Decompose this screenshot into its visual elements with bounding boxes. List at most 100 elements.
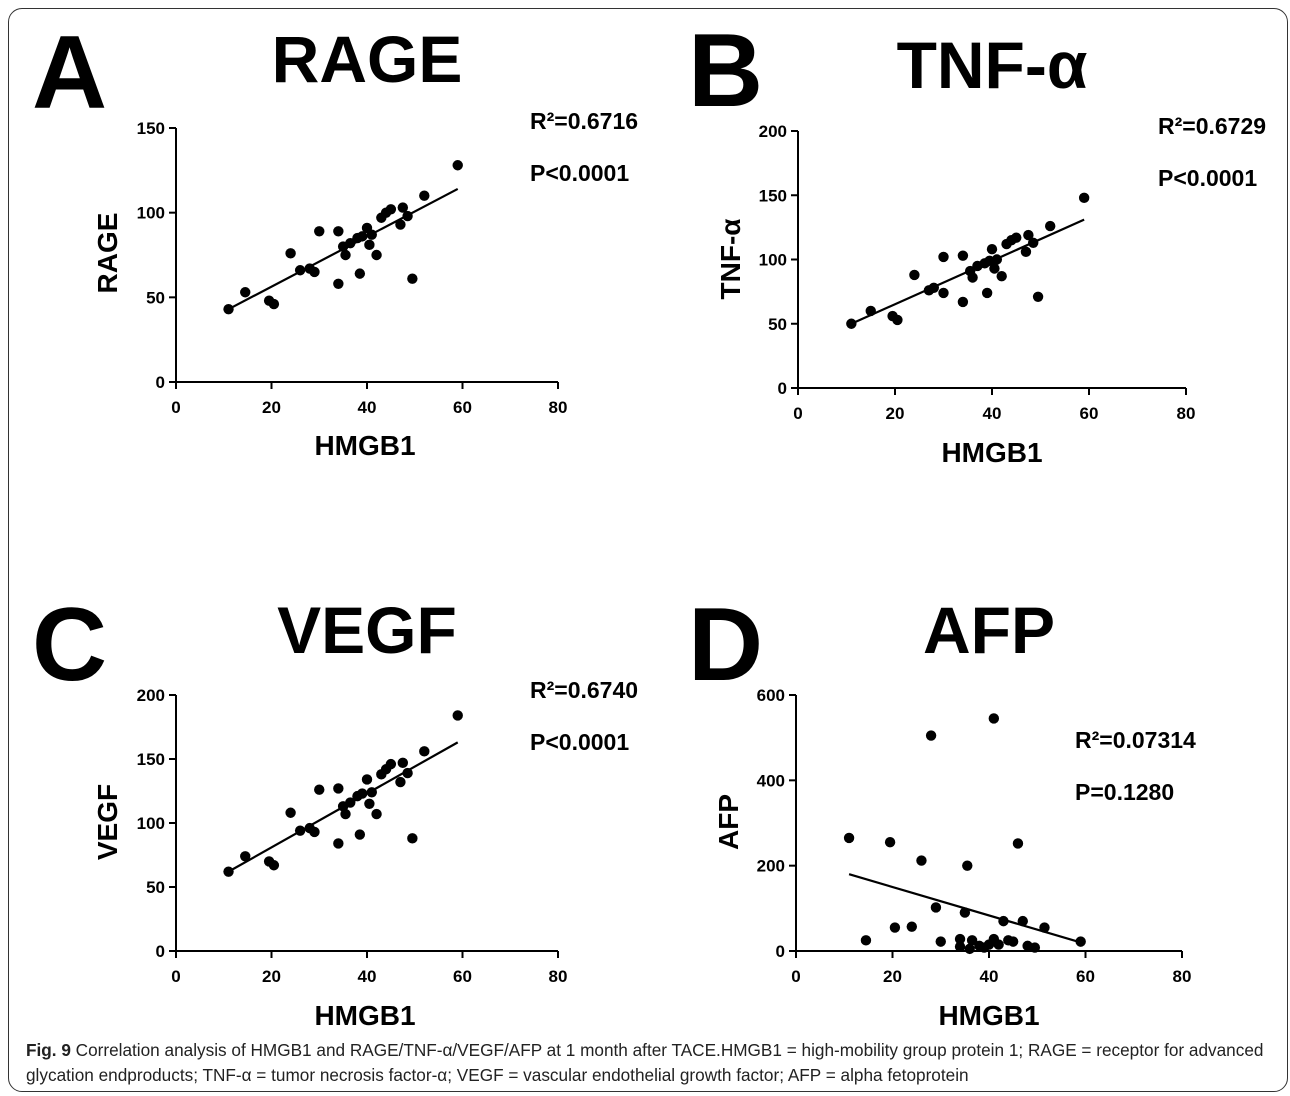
data-point: [916, 855, 927, 866]
data-point: [938, 251, 949, 263]
x-tick-label: 40: [358, 967, 377, 986]
panel-title: VEGF: [277, 593, 457, 667]
data-point: [935, 936, 946, 947]
data-point: [860, 935, 872, 946]
data-point: [998, 915, 1009, 927]
data-point: [354, 268, 366, 279]
r-squared-label: R²=0.6716: [530, 108, 638, 134]
y-tick-label: 100: [137, 204, 165, 223]
data-point: [294, 265, 306, 276]
panel-a: A RAGE 0 20 40 60 80 0 50 100 150 HMGB1 RAGE R²=0.671…: [32, 15, 638, 461]
y-axis-label: VEGF: [92, 784, 123, 860]
y-tick-label: 200: [757, 857, 785, 876]
x-tick-label: 20: [886, 404, 905, 423]
data-point: [357, 231, 368, 242]
data-point: [1028, 237, 1039, 248]
data-point: [909, 269, 920, 281]
data-point: [385, 758, 397, 770]
y-axis-label: RAGE: [92, 213, 123, 294]
data-point: [986, 244, 998, 255]
y-tick-label: 0: [778, 379, 787, 398]
data-point: [268, 860, 280, 871]
x-tick-label: 60: [453, 967, 472, 986]
data-point: [1012, 838, 1024, 849]
caption-text: Correlation analysis of HMGB1 and RAGE/T…: [26, 1040, 1264, 1085]
x-tick-label: 80: [1177, 404, 1196, 423]
panel-title: AFP: [923, 593, 1055, 667]
x-tick-label: 0: [171, 967, 180, 986]
data-point: [1007, 936, 1019, 947]
panel-letter: B: [688, 13, 763, 129]
y-axis-label: AFP: [713, 794, 744, 850]
data-point: [354, 829, 366, 840]
x-axis-label: HMGB1: [938, 1000, 1039, 1030]
data-point: [964, 943, 975, 955]
y-tick-label: 400: [757, 771, 785, 790]
data-point: [223, 303, 234, 315]
data-point: [371, 249, 382, 261]
data-point: [1075, 936, 1086, 947]
data-point: [884, 837, 896, 848]
data-point: [397, 202, 409, 213]
data-point: [364, 798, 375, 809]
data-point: [397, 757, 409, 769]
data-point: [954, 933, 966, 945]
data-point: [452, 160, 463, 171]
data-point: [361, 774, 373, 785]
data-point: [988, 713, 1000, 724]
y-tick-label: 150: [137, 119, 165, 138]
data-point: [345, 797, 356, 808]
data-point: [925, 730, 937, 741]
data-point: [1045, 220, 1056, 232]
r-squared-label: R²=0.6729: [1158, 113, 1266, 139]
data-point: [843, 832, 855, 844]
x-axis-label: HMGB1: [941, 437, 1042, 468]
y-tick-label: 200: [759, 122, 787, 141]
figure-canvas: A RAGE 0 20 40 60 80 0 50 100 150 HMGB1 RAGE R²=0.671…: [32, 13, 1266, 1030]
y-tick-label: 100: [137, 814, 165, 833]
p-value-label: P=0.1280: [1075, 779, 1174, 805]
data-point: [1032, 291, 1044, 302]
x-tick-label: 60: [453, 398, 472, 417]
x-tick-label: 60: [1080, 404, 1099, 423]
data-point: [333, 838, 344, 849]
data-point: [928, 282, 939, 293]
data-point: [395, 219, 406, 230]
data-point: [1011, 232, 1022, 243]
data-point: [294, 825, 306, 836]
data-point: [366, 229, 377, 240]
p-value-label: P<0.0001: [530, 729, 629, 755]
data-point: [402, 767, 413, 779]
data-point: [954, 941, 966, 952]
data-point: [846, 318, 857, 329]
data-point: [938, 287, 949, 299]
data-point: [333, 783, 344, 794]
data-point: [865, 305, 876, 317]
y-tick-label: 100: [759, 251, 787, 270]
data-point: [402, 210, 413, 222]
data-point: [285, 248, 296, 259]
y-tick-label: 50: [146, 878, 165, 897]
data-point: [1020, 246, 1032, 257]
x-axis-label: HMGB1: [314, 430, 415, 461]
data-point: [407, 273, 418, 284]
data-point: [285, 807, 296, 818]
x-tick-label: 40: [980, 967, 999, 986]
data-point: [957, 296, 969, 308]
data-point: [223, 866, 234, 877]
panel-title: RAGE: [272, 22, 463, 96]
data-point: [268, 298, 280, 310]
data-point: [371, 808, 382, 820]
data-point: [333, 226, 344, 237]
data-point: [889, 922, 901, 933]
data-point: [395, 776, 406, 788]
data-point: [364, 239, 375, 251]
x-axis-label: HMGB1: [314, 1000, 415, 1030]
data-point: [966, 935, 978, 946]
data-point: [892, 314, 903, 326]
data-point: [991, 254, 1003, 265]
caption-label: Fig. 9: [26, 1040, 71, 1060]
data-point: [989, 263, 1000, 274]
data-point: [906, 921, 917, 932]
data-point: [340, 808, 351, 820]
